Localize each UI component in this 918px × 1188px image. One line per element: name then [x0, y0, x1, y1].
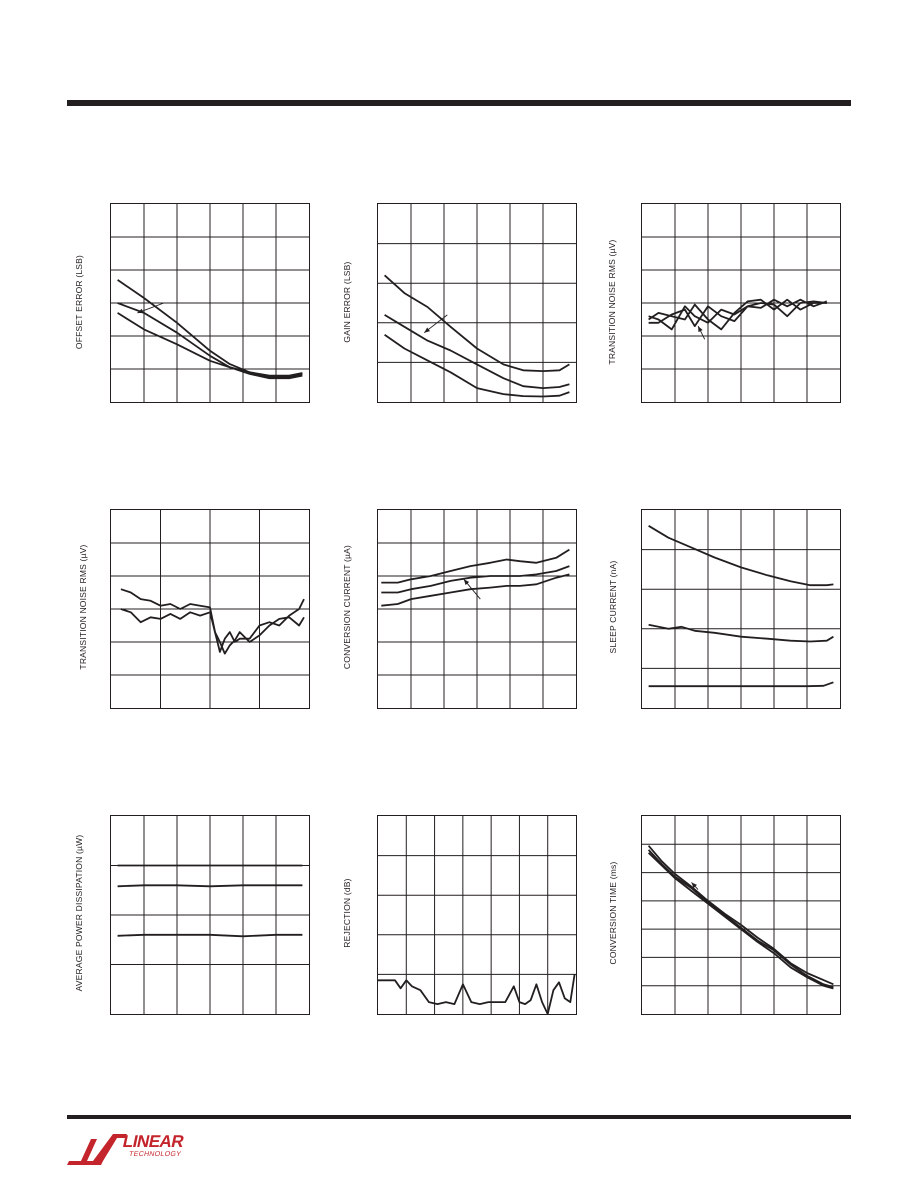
- transition-noise-chart: [641, 203, 841, 403]
- sleep-current-plot: [642, 510, 840, 708]
- series-line-3: [117, 933, 303, 938]
- series-line-2: [381, 565, 570, 594]
- conversion-current-chart: [377, 509, 577, 709]
- series-line-1: [647, 845, 834, 986]
- series-line-1: [378, 974, 576, 1014]
- series-line-3: [384, 333, 570, 398]
- series-line-1: [381, 548, 570, 584]
- offset-error-chart: [110, 203, 310, 403]
- offset-error-plot: [111, 204, 309, 402]
- rejection-chart: [377, 815, 577, 1015]
- lt-mark-icon: [67, 1134, 127, 1165]
- series-line-2: [117, 884, 303, 888]
- average-power-plot: [111, 816, 309, 1014]
- sleep-current-chart: [641, 509, 841, 709]
- logo-sub-text: TECHNOLOGY: [128, 1151, 182, 1158]
- linear-technology-logo: LINEAR TECHNOLOGY: [67, 1130, 192, 1166]
- series-line-3: [117, 312, 303, 377]
- transition-noise-chart: [110, 509, 310, 709]
- annotation-arrow-head: [424, 327, 431, 333]
- annotation-arrow-head: [463, 579, 470, 586]
- header-rule: [67, 100, 851, 106]
- y-axis-label: GAIN ERROR (LSB): [342, 261, 352, 343]
- rejection-plot: [378, 816, 576, 1014]
- conversion-time-chart: [641, 815, 841, 1015]
- gain-error-chart: [377, 203, 577, 403]
- transition-noise-plot: [111, 510, 309, 708]
- series-line-3: [648, 681, 834, 688]
- series-line-1: [648, 525, 834, 587]
- series-line-1: [383, 274, 570, 373]
- y-axis-label: AVERAGE POWER DISSIPATION (µW): [74, 834, 84, 992]
- y-axis-label: SLEEP CURRENT (nA): [608, 560, 618, 654]
- gain-error-plot: [378, 204, 576, 402]
- series-line-2: [384, 314, 570, 390]
- transition-noise-plot: [642, 204, 840, 402]
- annotation-arrow-head: [698, 326, 703, 333]
- y-axis-label: OFFSET ERROR (LSB): [74, 254, 84, 350]
- series-line-2: [648, 298, 827, 331]
- series-line-2: [647, 849, 834, 988]
- series-line-3: [648, 298, 828, 327]
- average-power-chart: [110, 815, 310, 1015]
- y-axis-label: TRANSITION NOISE RMS (µV): [607, 239, 617, 365]
- footer-rule: [67, 1115, 851, 1119]
- conversion-current-plot: [378, 510, 576, 708]
- logo-brand-text: LINEAR: [121, 1132, 186, 1151]
- y-axis-label: TRANSITION NOISE RMS (µV): [78, 544, 88, 670]
- y-axis-label: CONVERSION CURRENT (µA): [342, 544, 352, 670]
- conversion-time-plot: [642, 816, 840, 1014]
- series-line-3: [381, 573, 570, 607]
- series-line-2: [648, 623, 834, 643]
- y-axis-label: CONVERSION TIME (ms): [608, 861, 618, 965]
- annotation-arrow-head: [137, 308, 144, 314]
- y-axis-label: REJECTION (dB): [342, 878, 352, 948]
- series-line-3: [647, 852, 834, 990]
- series-line-2: [120, 608, 305, 655]
- annotation-arrow-head: [691, 882, 697, 889]
